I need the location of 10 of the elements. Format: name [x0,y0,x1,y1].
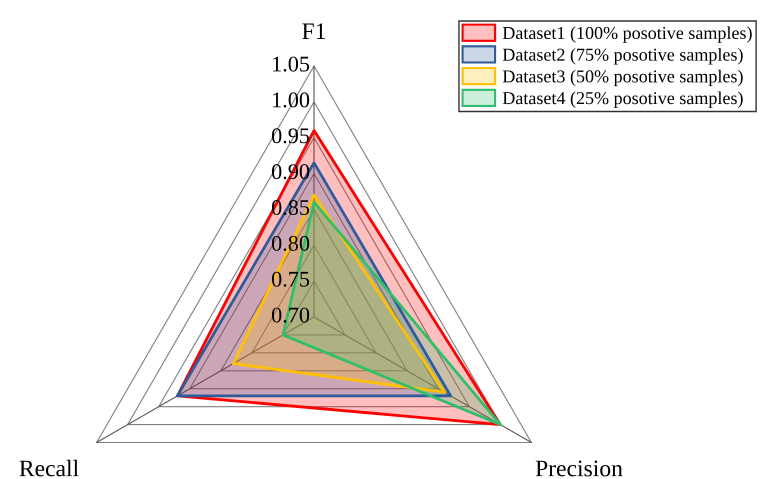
spoke-label: F1 [302,23,326,39]
legend-label: Dataset4 (25% posotive samples) [502,92,743,108]
legend-label: Dataset1 (100% posotive samples) [502,26,752,43]
y-tick-label: 1.05 [273,56,310,72]
legend-label: Dataset3 (50% posotive samples) [502,70,743,86]
spoke-label: Recall [20,460,79,476]
y-tick-label: 1.00 [273,92,310,108]
legend-label: Dataset2 (75% posotive samples) [502,48,743,64]
y-tick-label: 0.95 [272,128,310,144]
spoke-label: Precision [536,460,623,476]
